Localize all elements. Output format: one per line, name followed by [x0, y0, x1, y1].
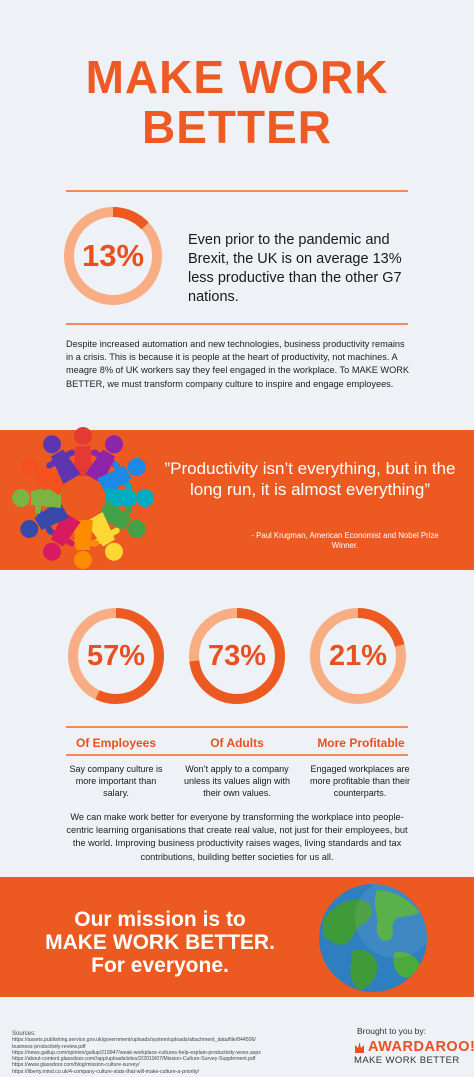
logo-name: AWARDAROO! — [368, 1039, 474, 1055]
ring-graphic — [68, 608, 164, 704]
page-title-line-2: BETTER — [142, 101, 332, 153]
intro-stat-text: Even prior to the pandemic and Brexit, t… — [188, 232, 402, 305]
stat-ring-73: 73% — [187, 606, 287, 706]
source-link[interactable]: https://assets.publishing.service.gov.uk… — [12, 1037, 256, 1044]
stat-ring-21: 21% — [308, 606, 408, 706]
people-circle-icon — [8, 415, 158, 580]
stat-description: Say company culture is more important th… — [69, 764, 163, 798]
stat-ring-57: 57% — [66, 606, 166, 706]
source-link[interactable]: https://liberty.mind.co.uk/4-company-cul… — [12, 1068, 199, 1075]
stat-value: 57% — [86, 639, 146, 672]
source-link[interactable]: business-productivity-review.pdf — [12, 1043, 86, 1050]
ring-graphic — [310, 608, 406, 704]
awardaroo-logo[interactable]: AWARDAROO! MAKE WORK BETTER — [354, 1039, 474, 1073]
quote-text: ”Productivity isn’t everything, but in t… — [164, 459, 456, 499]
ring-graphic — [64, 207, 162, 305]
divider — [66, 754, 408, 756]
mission-line-2: MAKE WORK BETTER. — [45, 931, 275, 954]
stat-label: Of Employees — [75, 736, 157, 750]
stat-label: More Profitable — [317, 736, 405, 750]
stat-description: Won’t apply to a company unless its valu… — [183, 764, 291, 798]
ring-graphic — [189, 608, 285, 704]
closing-paragraph: We can make work better for everyone by … — [66, 812, 408, 862]
mission-line-3: For everyone. — [91, 954, 229, 977]
brought-by-label: Brought to you by: — [357, 1026, 426, 1036]
divider — [66, 726, 408, 728]
sources-block: Sources: https://assets.publishing.servi… — [12, 1031, 312, 1075]
quote-attribution: - Paul Krugman, American Economist and N… — [251, 531, 439, 550]
source-link[interactable]: https://www.glassdoor.com/blog/mission-c… — [12, 1062, 140, 1069]
sources-label: Sources: — [12, 1031, 36, 1037]
stat-ring-13: 13% — [62, 205, 164, 307]
divider — [66, 190, 408, 192]
source-link[interactable]: https://about-content.glassdoor.com//app… — [12, 1056, 256, 1063]
mission-line-1: Our mission is to — [74, 908, 246, 931]
globe-icon — [315, 880, 431, 996]
intro-paragraph: Despite increased automation and new tec… — [66, 339, 409, 389]
source-link[interactable]: https://news.gallup.com/opinion/gallup/2… — [12, 1049, 261, 1056]
divider — [66, 323, 408, 325]
stat-label: Of Adults — [210, 736, 264, 750]
stat-value: 13% — [81, 238, 145, 273]
stat-description: Engaged workplaces are more profitable t… — [309, 764, 411, 798]
logo-tagline: MAKE WORK BETTER — [354, 1055, 460, 1066]
stat-value: 21% — [328, 639, 388, 672]
crown-icon — [354, 1041, 365, 1054]
page-title-line-1: MAKE WORK — [85, 51, 389, 103]
stat-value: 73% — [207, 639, 267, 672]
